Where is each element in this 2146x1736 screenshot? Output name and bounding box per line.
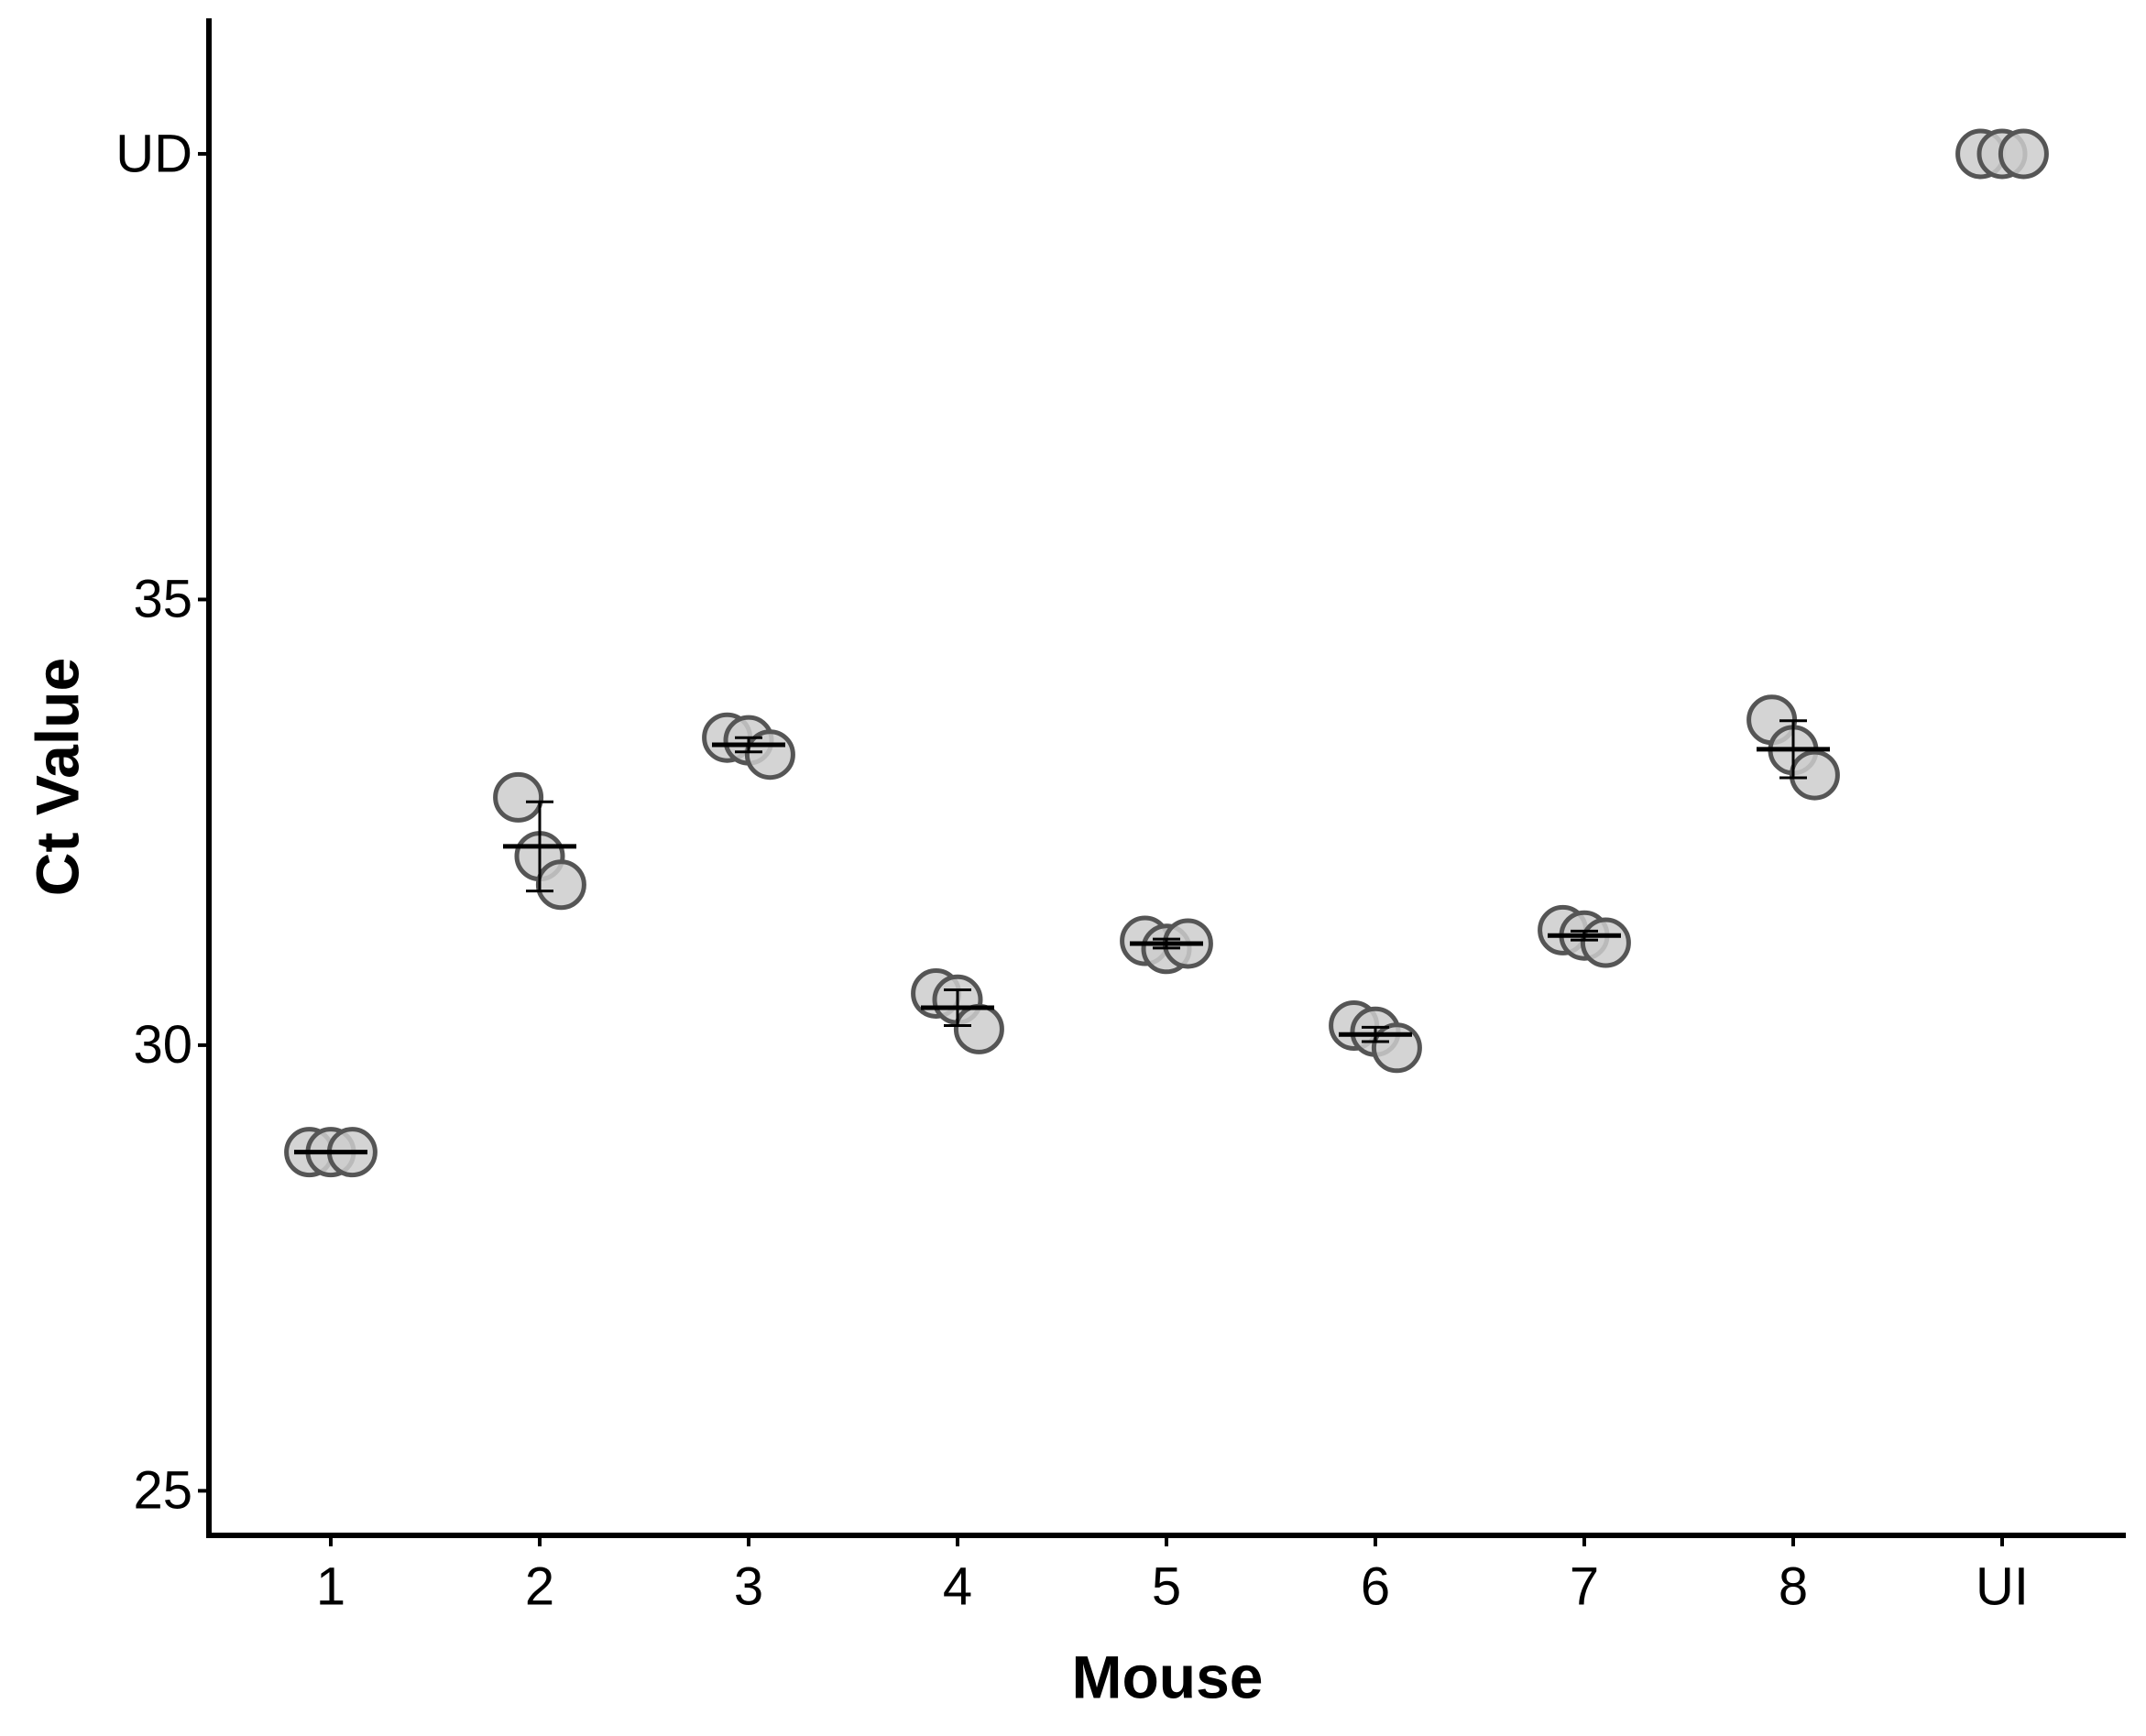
x-tick-label: 3 (734, 1556, 763, 1616)
x-tick-label: 2 (525, 1556, 554, 1616)
y-axis-title: Ct Value (23, 658, 91, 896)
x-axis-title: Mouse (1071, 1643, 1263, 1710)
y-tick-label: 35 (133, 570, 192, 629)
x-tick-label: 1 (316, 1556, 345, 1616)
y-tick-label: UD (115, 124, 192, 183)
data-point (1789, 749, 1840, 801)
data-point (953, 1003, 1004, 1054)
data-point (1998, 128, 2049, 180)
x-tick-label: 8 (1779, 1556, 1808, 1616)
y-tick-label: 25 (133, 1461, 192, 1521)
x-tick-label: 5 (1152, 1556, 1181, 1616)
y-tick-label: 30 (133, 1015, 192, 1075)
x-tick-label: UI (1976, 1556, 2029, 1616)
x-tick-label: 7 (1570, 1556, 1599, 1616)
data-point (535, 859, 586, 911)
x-tick-label: 6 (1361, 1556, 1390, 1616)
data-point (1580, 917, 1631, 968)
x-tick-label: 4 (943, 1556, 972, 1616)
data-point (493, 771, 544, 823)
data-point (1371, 1022, 1422, 1074)
